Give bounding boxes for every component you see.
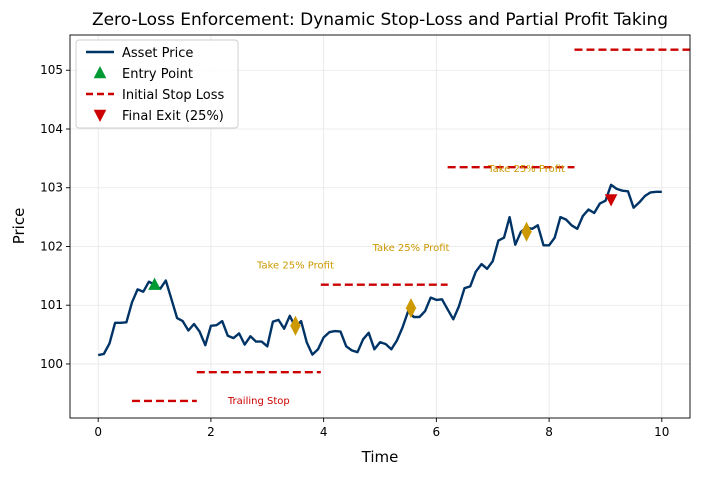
x-tick-label: 6	[433, 425, 441, 439]
annotation-label: Take 25% Profit	[372, 243, 450, 254]
asset-price-line	[97, 183, 662, 357]
y-tick-label: 103	[40, 181, 63, 195]
take-profit-marker	[405, 307, 417, 319]
y-tick-label: 100	[40, 357, 63, 371]
y-tick-label: 105	[40, 63, 63, 77]
take-profit-marker	[405, 298, 417, 309]
legend-label: Final Exit (25%)	[122, 109, 224, 124]
stop-loss-levels	[132, 48, 690, 403]
x-axis-label: Time	[361, 448, 399, 466]
price-line-layer	[97, 183, 662, 357]
legend: Asset Price Entry Point Initial Stop Loss F…	[75, 39, 239, 129]
axis-ticks: 0 2 4 6 8 10 100 101 102 103 104 105	[40, 63, 669, 439]
y-tick-label: 101	[40, 298, 63, 312]
take-profit-marker	[521, 221, 532, 233]
legend-swatch-exit-triangle	[93, 109, 107, 122]
legend-label: Initial Stop Loss	[122, 88, 225, 103]
y-tick-label: 104	[40, 122, 63, 136]
chart-title: Zero-Loss Enforcement: Dynamic Stop-Loss…	[92, 10, 668, 30]
x-tick-label: 8	[545, 425, 553, 439]
x-tick-label: 10	[654, 425, 669, 439]
final-exit-marker	[604, 194, 618, 207]
entry-point-marker	[148, 277, 161, 290]
annotation-label: Take 25% Profit	[487, 164, 565, 175]
legend-box	[75, 39, 239, 129]
legend-label: Entry Point	[122, 67, 193, 82]
y-tick-label: 102	[40, 239, 63, 253]
annotations: Trailing Stop Take 25% Profit Take 25% Pro…	[227, 164, 565, 407]
x-tick-label: 4	[320, 425, 328, 439]
take-profit-marker	[290, 315, 301, 327]
y-axis-label: Price	[10, 208, 28, 245]
x-tick-label: 2	[207, 425, 215, 439]
plot-frame	[69, 34, 691, 419]
x-tick-label: 0	[94, 425, 102, 439]
take-profit-marker	[521, 231, 532, 242]
annotation-label: Trailing Stop	[227, 396, 290, 407]
legend-swatch-entry-triangle	[93, 66, 107, 79]
take-profit-marker	[290, 325, 301, 336]
annotation-label: Take 25% Profit	[256, 260, 334, 271]
legend-label: Asset Price	[122, 46, 193, 61]
markers	[148, 194, 618, 336]
